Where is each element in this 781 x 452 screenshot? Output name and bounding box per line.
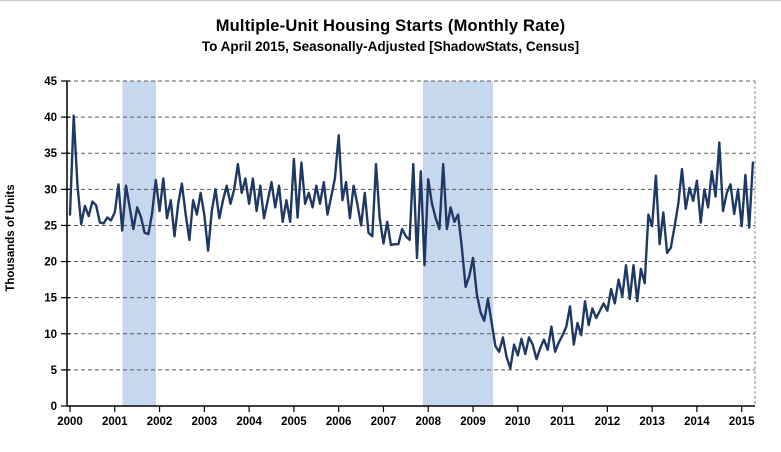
x-tick-label: 2012 [595,416,621,428]
recession-band [422,81,494,406]
x-tick-label: 2015 [729,416,755,428]
x-tick-label: 2011 [550,416,576,428]
chart-subtitle: To April 2015, Seasonally-Adjusted [Shad… [201,39,580,54]
x-tick-label: 2010 [505,416,531,428]
y-tick-label: 45 [44,76,57,88]
recession-band [122,81,156,406]
x-tick-label: 2007 [371,416,397,428]
y-tick-label: 5 [51,365,58,377]
x-tick-label: 2002 [147,416,173,428]
y-tick-label: 25 [44,220,57,232]
x-tick-label: 2009 [460,416,486,428]
y-tick-label: 20 [44,257,57,269]
y-tick-label: 10 [44,329,57,341]
x-tick-label: 2006 [326,416,352,428]
x-tick-label: 2008 [415,416,441,428]
x-tick-label: 2014 [684,416,710,428]
x-tick-label: 2005 [281,416,307,428]
data-line [68,114,755,370]
x-tick-label: 2001 [102,416,128,428]
y-tick-label: 35 [44,148,57,160]
chart-title: Multiple-Unit Housing Starts (Monthly Ra… [215,17,566,35]
y-tick-label: 40 [44,112,57,124]
x-tick-label: 2013 [639,416,665,428]
x-tick-label: 2004 [236,416,262,428]
x-tick-label: 2000 [57,416,83,428]
y-tick-label: 30 [44,184,57,196]
x-tick-label: 2003 [192,416,218,428]
y-tick-label: 0 [51,401,57,413]
y-tick-label: 15 [44,293,57,305]
